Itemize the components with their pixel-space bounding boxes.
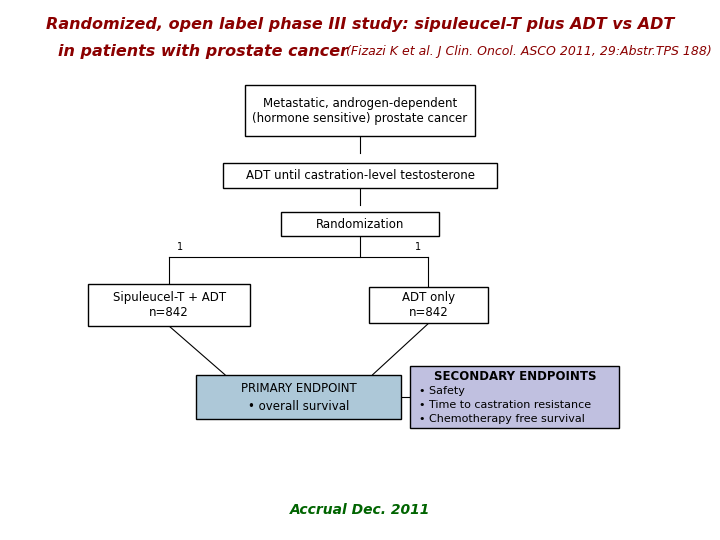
Text: Randomized, open label phase III study: sipuleucel-T plus ADT vs ADT: Randomized, open label phase III study: … [46, 17, 674, 32]
Text: 1: 1 [415, 242, 420, 252]
FancyBboxPatch shape [281, 212, 439, 237]
Text: SECONDARY ENDPOINTS: SECONDARY ENDPOINTS [433, 370, 596, 383]
FancyBboxPatch shape [245, 85, 475, 136]
Text: • overall survival: • overall survival [248, 400, 349, 413]
Text: PRIMARY ENDPOINT: PRIMARY ENDPOINT [241, 382, 356, 395]
Text: (Fizazi K et al. J Clin. Oncol. ASCO 2011, 29:Abstr.TPS 188): (Fizazi K et al. J Clin. Oncol. ASCO 201… [342, 45, 712, 58]
FancyBboxPatch shape [88, 284, 251, 326]
Text: 1: 1 [177, 242, 183, 252]
FancyBboxPatch shape [369, 287, 488, 323]
Text: Metastatic, androgen-dependent
(hormone sensitive) prostate cancer: Metastatic, androgen-dependent (hormone … [253, 97, 467, 125]
Text: Accrual Dec. 2011: Accrual Dec. 2011 [290, 503, 430, 517]
Text: • Chemotherapy free survival: • Chemotherapy free survival [419, 414, 585, 424]
Text: • Safety: • Safety [419, 386, 465, 396]
Text: Randomization: Randomization [316, 218, 404, 231]
FancyBboxPatch shape [223, 163, 497, 188]
Text: Sipuleucel-T + ADT
n=842: Sipuleucel-T + ADT n=842 [112, 291, 226, 319]
Text: in patients with prostate cancer: in patients with prostate cancer [58, 44, 348, 59]
Text: ADT until castration-level testosterone: ADT until castration-level testosterone [246, 169, 474, 182]
Text: • Time to castration resistance: • Time to castration resistance [419, 400, 591, 410]
Text: ADT only
n=842: ADT only n=842 [402, 291, 455, 319]
FancyBboxPatch shape [196, 375, 401, 419]
FancyBboxPatch shape [410, 366, 619, 428]
